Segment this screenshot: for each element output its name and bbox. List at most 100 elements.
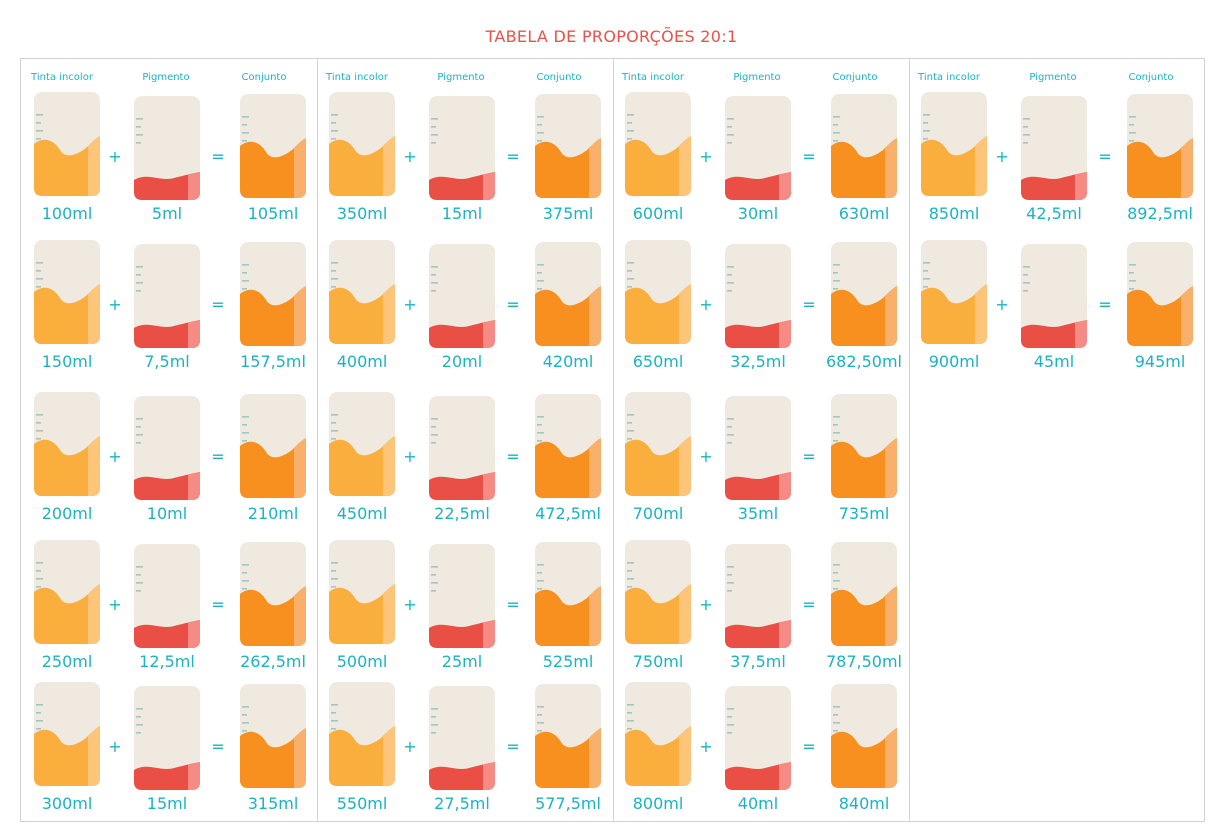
- jar-base: [625, 92, 691, 196]
- plus-sign: +: [403, 295, 417, 314]
- jar-pigment: [725, 244, 791, 348]
- volume-pigment: 10ml: [146, 504, 188, 523]
- header-mix: Conjunto: [1128, 72, 1174, 83]
- jar-base: [34, 392, 100, 496]
- jar-pigment: [134, 686, 200, 790]
- volume-pigment: 5ml: [151, 204, 183, 223]
- plus-sign: +: [699, 295, 713, 314]
- jar-pigment: [429, 544, 495, 648]
- volume-pigment: 27,5ml: [434, 794, 490, 813]
- jar-pigment: [725, 544, 791, 648]
- header-mix: Conjunto: [536, 72, 582, 83]
- header-base: Tinta incolor: [326, 72, 388, 83]
- volume-base: 900ml: [928, 352, 980, 371]
- volume-pigment: 32,5ml: [730, 352, 786, 371]
- volume-pigment: 20ml: [441, 352, 483, 371]
- jar-base: [34, 682, 100, 786]
- column-divider: [613, 58, 614, 822]
- jar-mix: [535, 394, 601, 498]
- equals-sign: =: [802, 147, 816, 166]
- jar-pigment: [429, 96, 495, 200]
- volume-base: 400ml: [336, 352, 388, 371]
- jar-pigment: [725, 96, 791, 200]
- header-base: Tinta incolor: [622, 72, 684, 83]
- jar-pigment: [725, 396, 791, 500]
- volume-base: 200ml: [41, 504, 93, 523]
- plus-sign: +: [995, 295, 1009, 314]
- equals-sign: =: [802, 447, 816, 466]
- equals-sign: =: [211, 447, 225, 466]
- volume-mix: 630ml: [838, 204, 890, 223]
- jar-base: [329, 392, 395, 496]
- plus-sign: +: [699, 147, 713, 166]
- plus-sign: +: [699, 595, 713, 614]
- jar-mix: [535, 94, 601, 198]
- volume-pigment: 35ml: [737, 504, 779, 523]
- volume-pigment: 42,5ml: [1026, 204, 1082, 223]
- jar-base: [329, 92, 395, 196]
- jar-mix: [1127, 94, 1193, 198]
- volume-mix: 262,5ml: [240, 652, 306, 671]
- header-pigment: Pigmento: [142, 72, 190, 83]
- jar-mix: [535, 684, 601, 788]
- jar-pigment: [429, 396, 495, 500]
- jar-mix: [240, 542, 306, 646]
- jar-pigment: [134, 396, 200, 500]
- volume-pigment: 15ml: [441, 204, 483, 223]
- table-frame: [20, 58, 1205, 822]
- volume-pigment: 37,5ml: [730, 652, 786, 671]
- equals-sign: =: [506, 447, 520, 466]
- volume-mix: 157,5ml: [240, 352, 306, 371]
- volume-pigment: 40ml: [737, 794, 779, 813]
- volume-mix: 472,5ml: [535, 504, 601, 523]
- volume-mix: 420ml: [542, 352, 594, 371]
- jar-base: [329, 240, 395, 344]
- page-title: TABELA DE PROPORÇÕES 20:1: [485, 27, 738, 46]
- jar-mix: [831, 542, 897, 646]
- jar-base: [34, 540, 100, 644]
- volume-base: 300ml: [41, 794, 93, 813]
- plus-sign: +: [108, 147, 122, 166]
- jar-mix: [1127, 242, 1193, 346]
- volume-pigment: 12,5ml: [139, 652, 195, 671]
- equals-sign: =: [211, 737, 225, 756]
- jar-pigment: [134, 96, 200, 200]
- volume-mix: 787,50ml: [825, 652, 902, 671]
- volume-mix: 375ml: [542, 204, 594, 223]
- equals-sign: =: [802, 295, 816, 314]
- plus-sign: +: [403, 147, 417, 166]
- header-mix: Conjunto: [832, 72, 878, 83]
- jar-pigment: [134, 544, 200, 648]
- plus-sign: +: [108, 595, 122, 614]
- plus-sign: +: [403, 447, 417, 466]
- plus-sign: +: [108, 295, 122, 314]
- volume-mix: 210ml: [247, 504, 299, 523]
- volume-pigment: 30ml: [737, 204, 779, 223]
- equals-sign: =: [506, 147, 520, 166]
- volume-mix: 945ml: [1134, 352, 1186, 371]
- volume-mix: 525ml: [542, 652, 594, 671]
- jar-mix: [831, 242, 897, 346]
- column-divider: [317, 58, 318, 822]
- jar-mix: [535, 542, 601, 646]
- jar-pigment: [1021, 96, 1087, 200]
- column-divider: [909, 58, 910, 822]
- equals-sign: =: [802, 737, 816, 756]
- equals-sign: =: [506, 737, 520, 756]
- volume-base: 100ml: [41, 204, 93, 223]
- jar-mix: [240, 242, 306, 346]
- volume-base: 250ml: [41, 652, 93, 671]
- jar-base: [34, 240, 100, 344]
- jar-base: [625, 240, 691, 344]
- plus-sign: +: [699, 447, 713, 466]
- plus-sign: +: [108, 447, 122, 466]
- equals-sign: =: [211, 147, 225, 166]
- equals-sign: =: [506, 595, 520, 614]
- jar-base: [329, 540, 395, 644]
- plus-sign: +: [108, 737, 122, 756]
- plus-sign: +: [403, 737, 417, 756]
- header-mix: Conjunto: [241, 72, 287, 83]
- volume-base: 600ml: [632, 204, 684, 223]
- volume-pigment: 7,5ml: [144, 352, 190, 371]
- volume-pigment: 25ml: [441, 652, 483, 671]
